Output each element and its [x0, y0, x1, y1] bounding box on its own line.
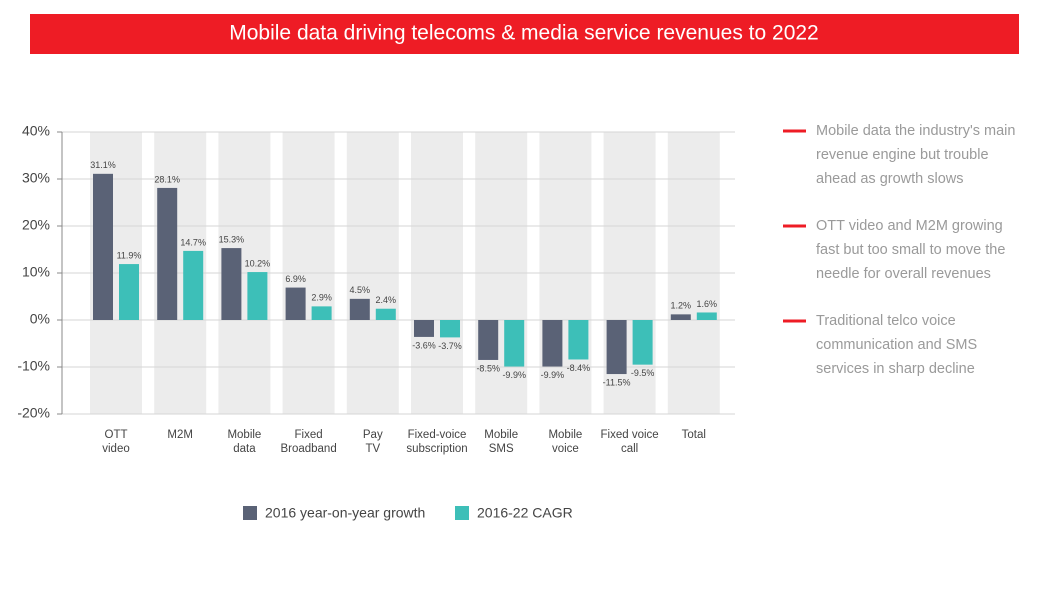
value-label: -3.6% [412, 340, 436, 350]
bar [93, 173, 113, 320]
legend-swatch [455, 506, 469, 520]
bar [221, 248, 242, 320]
value-label: -9.9% [541, 370, 565, 380]
note-text: services in sharp decline [816, 361, 975, 377]
value-label: -8.4% [567, 363, 591, 373]
note-text: revenue engine but trouble [816, 147, 989, 163]
x-tick-label: Mobile [227, 429, 261, 441]
value-label: 15.3% [219, 234, 245, 244]
value-label: 1.2% [671, 301, 692, 311]
x-tick-label: OTT [105, 429, 128, 441]
x-tick-label: call [621, 443, 638, 455]
legend-label: 2016-22 CAGR [477, 505, 573, 521]
bar [349, 298, 370, 320]
value-label: 6.9% [285, 274, 306, 284]
x-tick-label: M2M [167, 429, 193, 441]
value-label: 4.5% [350, 285, 371, 295]
x-tick-label: Broadband [280, 443, 336, 455]
x-tick-label: data [233, 443, 256, 455]
x-tick-label: Total [682, 429, 706, 441]
note-text: ahead as growth slows [816, 171, 964, 187]
note-text: communication and SMS [816, 337, 977, 353]
bar [606, 320, 627, 375]
y-tick-label: 10% [22, 264, 50, 280]
bar [670, 314, 691, 320]
bar [311, 306, 332, 320]
x-tick-label: voice [552, 443, 579, 455]
value-label: -9.5% [631, 368, 655, 378]
value-label: 2.4% [376, 295, 397, 305]
x-tick-label: SMS [489, 443, 514, 455]
bar [568, 320, 589, 360]
value-label: 31.1% [90, 160, 116, 170]
y-tick-label: -20% [17, 405, 50, 421]
bar [440, 320, 460, 338]
bar [375, 308, 396, 320]
x-tick-label: Mobile [548, 429, 582, 441]
value-label: -3.7% [438, 341, 462, 351]
x-tick-label: Fixed-voice [408, 429, 467, 441]
y-tick-label: 40% [22, 123, 50, 139]
bar [542, 320, 563, 367]
note-text: Mobile data the industry's main [816, 123, 1015, 139]
bar [504, 320, 525, 367]
bar [119, 264, 139, 320]
bar [696, 312, 717, 320]
value-label: -9.9% [502, 370, 526, 380]
value-label: -11.5% [603, 377, 631, 387]
legend-label: 2016 year-on-year growth [265, 505, 425, 521]
y-tick-label: 0% [30, 311, 50, 327]
note-text: needle for overall revenues [816, 266, 991, 282]
x-tick-label: subscription [406, 443, 467, 455]
note-text: Traditional telco voice [816, 313, 956, 329]
value-label: 1.6% [697, 299, 718, 309]
value-label: -8.5% [476, 363, 500, 373]
x-tick-label: video [102, 443, 130, 455]
x-tick-label: Fixed [295, 429, 323, 441]
y-tick-label: 30% [22, 170, 50, 186]
x-tick-label: Pay [363, 429, 383, 441]
bar [247, 272, 268, 320]
y-tick-label: 20% [22, 217, 50, 233]
value-label: 2.9% [311, 293, 332, 303]
bar [183, 250, 204, 320]
value-label: 11.9% [117, 250, 142, 260]
note-text: fast but too small to move the [816, 242, 1005, 258]
chart-title: Mobile data driving telecoms & media ser… [229, 22, 818, 45]
value-label: 10.2% [245, 258, 271, 268]
note-text: OTT video and M2M growing [816, 218, 1003, 234]
x-tick-label: Fixed voice [601, 429, 659, 441]
bar [414, 320, 434, 337]
bar [157, 187, 178, 320]
bar [285, 287, 306, 320]
legend-swatch [243, 506, 257, 520]
value-label: 14.7% [180, 237, 206, 247]
x-tick-label: TV [365, 443, 380, 455]
value-label: 28.1% [154, 174, 180, 184]
bar [478, 320, 499, 360]
y-tick-label: -10% [17, 358, 50, 374]
bar [632, 320, 653, 365]
title-banner [30, 14, 1019, 54]
x-tick-label: Mobile [484, 429, 518, 441]
